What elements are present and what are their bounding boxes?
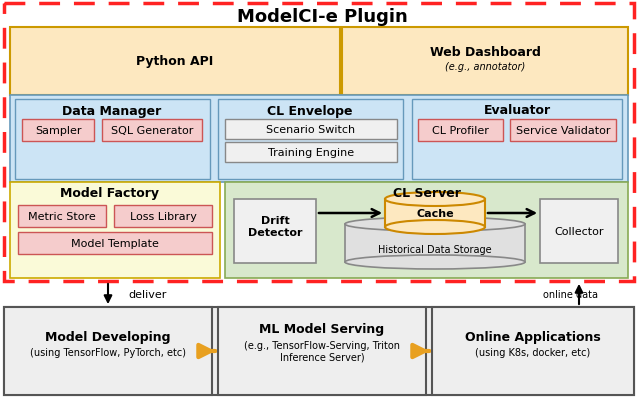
FancyBboxPatch shape: [10, 28, 340, 96]
Text: deliver: deliver: [128, 289, 166, 299]
FancyBboxPatch shape: [225, 182, 628, 278]
FancyBboxPatch shape: [4, 307, 634, 395]
FancyBboxPatch shape: [18, 233, 212, 254]
Text: CL Envelope: CL Envelope: [268, 104, 353, 117]
Text: (using K8s, docker, etc): (using K8s, docker, etc): [476, 347, 591, 357]
Text: (e.g., TensorFlow-Serving, Triton: (e.g., TensorFlow-Serving, Triton: [244, 340, 400, 350]
Bar: [4, 4, 634, 281]
Ellipse shape: [385, 192, 485, 207]
FancyBboxPatch shape: [102, 120, 202, 142]
FancyBboxPatch shape: [4, 4, 634, 281]
Text: ModelCI-e Plugin: ModelCI-e Plugin: [237, 8, 408, 26]
Text: Scenario Switch: Scenario Switch: [266, 125, 356, 135]
Text: Training Engine: Training Engine: [268, 148, 354, 158]
FancyBboxPatch shape: [22, 120, 94, 142]
Text: ML Model Serving: ML Model Serving: [259, 323, 385, 336]
Text: (e.g., annotator): (e.g., annotator): [445, 62, 525, 72]
Text: CL Profiler: CL Profiler: [431, 126, 488, 136]
FancyBboxPatch shape: [385, 200, 485, 227]
Text: Evaluator: Evaluator: [483, 104, 550, 117]
Text: Python API: Python API: [136, 55, 214, 68]
Text: Model Factory: Model Factory: [61, 187, 159, 200]
Text: Web Dashboard: Web Dashboard: [429, 47, 540, 59]
FancyBboxPatch shape: [510, 120, 616, 142]
FancyBboxPatch shape: [10, 182, 220, 278]
Text: Online Applications: Online Applications: [465, 331, 601, 344]
Text: Collector: Collector: [554, 227, 604, 237]
Text: SQL Generator: SQL Generator: [111, 126, 193, 136]
FancyBboxPatch shape: [342, 28, 628, 96]
FancyBboxPatch shape: [114, 205, 212, 227]
FancyBboxPatch shape: [225, 120, 397, 140]
FancyBboxPatch shape: [540, 200, 618, 263]
FancyBboxPatch shape: [345, 225, 525, 262]
Text: Cache: Cache: [416, 209, 454, 219]
FancyBboxPatch shape: [418, 120, 503, 142]
Ellipse shape: [345, 255, 525, 269]
Text: Loss Library: Loss Library: [129, 211, 196, 221]
FancyBboxPatch shape: [218, 100, 403, 180]
Text: Sampler: Sampler: [35, 126, 81, 136]
Text: (using TensorFlow, PyTorch, etc): (using TensorFlow, PyTorch, etc): [30, 347, 186, 357]
FancyBboxPatch shape: [18, 205, 106, 227]
Text: Historical Data Storage: Historical Data Storage: [378, 244, 492, 254]
FancyBboxPatch shape: [432, 307, 634, 395]
FancyBboxPatch shape: [10, 96, 628, 182]
Text: Service Validator: Service Validator: [516, 126, 611, 136]
Text: Data Manager: Data Manager: [62, 104, 162, 117]
Text: Inference Server): Inference Server): [280, 352, 364, 362]
Text: Metric Store: Metric Store: [28, 211, 96, 221]
FancyBboxPatch shape: [412, 100, 622, 180]
Text: online data: online data: [543, 289, 598, 299]
FancyBboxPatch shape: [4, 307, 212, 395]
Ellipse shape: [385, 221, 485, 235]
Text: CL Server: CL Server: [393, 187, 461, 200]
Text: Model Template: Model Template: [71, 239, 159, 248]
FancyBboxPatch shape: [225, 143, 397, 162]
Text: Model Developing: Model Developing: [45, 331, 171, 344]
Text: Drift
Detector: Drift Detector: [248, 216, 302, 237]
Ellipse shape: [345, 217, 525, 231]
FancyBboxPatch shape: [234, 200, 316, 263]
FancyBboxPatch shape: [218, 307, 426, 395]
FancyBboxPatch shape: [15, 100, 210, 180]
